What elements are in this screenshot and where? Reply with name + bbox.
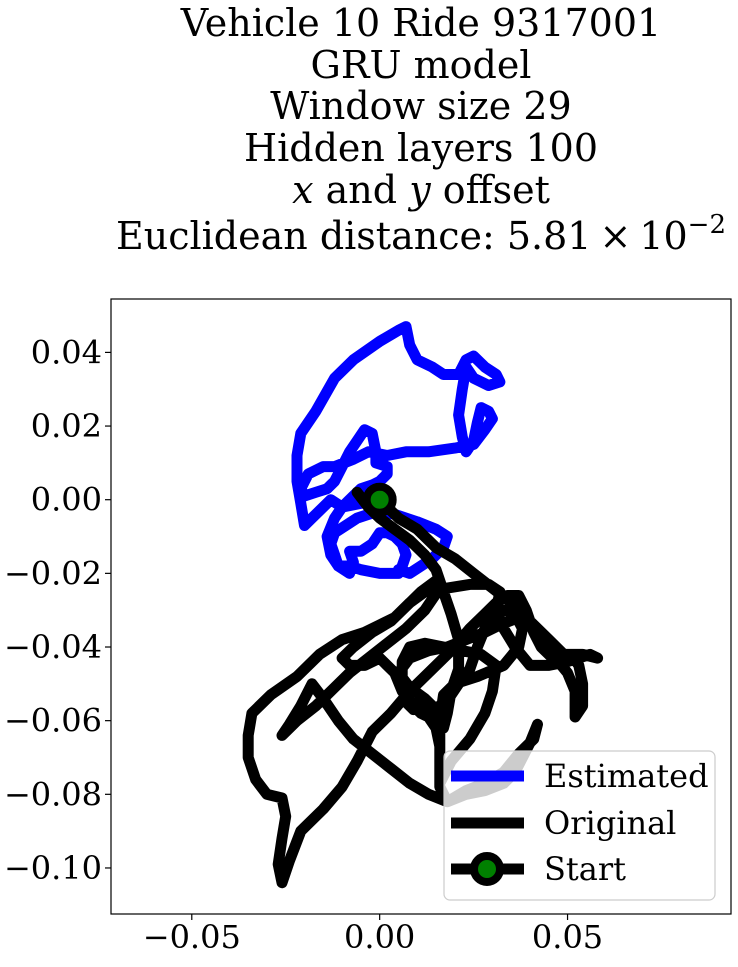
- title-line-1: Vehicle 10 Ride 9317001: [180, 1, 661, 45]
- title-y-var: y: [407, 168, 431, 212]
- legend-label-estimated: Estimated: [544, 757, 709, 795]
- chart-title: Vehicle 10 Ride 9317001 GRU model Window…: [116, 1, 726, 258]
- series-line-original: [242, 486, 604, 889]
- legend: Estimated Original Start: [443, 750, 716, 901]
- title-times: ×: [599, 214, 631, 258]
- y-tick-label: −0.02: [4, 554, 102, 592]
- series-line-estimated: [291, 321, 506, 579]
- title-offset-word: offset: [431, 168, 550, 212]
- y-tick-label: 0.02: [31, 407, 102, 445]
- y-tick-label: 0.00: [31, 481, 102, 519]
- y-tick-label: −0.10: [4, 849, 102, 887]
- x-tick-label: 0.05: [532, 918, 603, 956]
- plot-area: [242, 321, 604, 889]
- legend-label-start: Start: [544, 850, 626, 888]
- legend-box: [443, 750, 716, 901]
- title-base: 10: [639, 214, 687, 258]
- x-tick-label: 0.00: [344, 918, 415, 956]
- title-line-2: GRU model: [311, 43, 532, 87]
- axis-ticks: −0.05 0.00 0.05 0.04 0.02 0.00 −0.02 −0.04 −0.06…: [4, 333, 603, 956]
- y-tick-label: −0.06: [4, 702, 102, 740]
- title-line-6: Euclidean distance: 5.81 × 10−2: [116, 210, 726, 258]
- legend-label-original: Original: [544, 804, 676, 842]
- y-tick-label: 0.04: [31, 333, 102, 371]
- title-line-4: Hidden layers 100: [244, 126, 598, 170]
- x-tick-label: −0.05: [143, 918, 241, 956]
- legend-swatch-start-marker: [470, 852, 504, 886]
- y-tick-label: −0.04: [4, 628, 102, 666]
- title-and: and: [314, 168, 410, 212]
- title-distance-prefix: Euclidean distance: 5.81: [116, 214, 591, 258]
- start-marker: [362, 482, 397, 517]
- y-tick-label: −0.08: [4, 775, 102, 813]
- title-exponent: −2: [688, 210, 726, 240]
- title-line-3: Window size 29: [270, 84, 571, 128]
- title-line-5: x and y offset: [292, 168, 550, 212]
- axes-frame: [110, 298, 732, 915]
- title-x-var: x: [292, 168, 313, 212]
